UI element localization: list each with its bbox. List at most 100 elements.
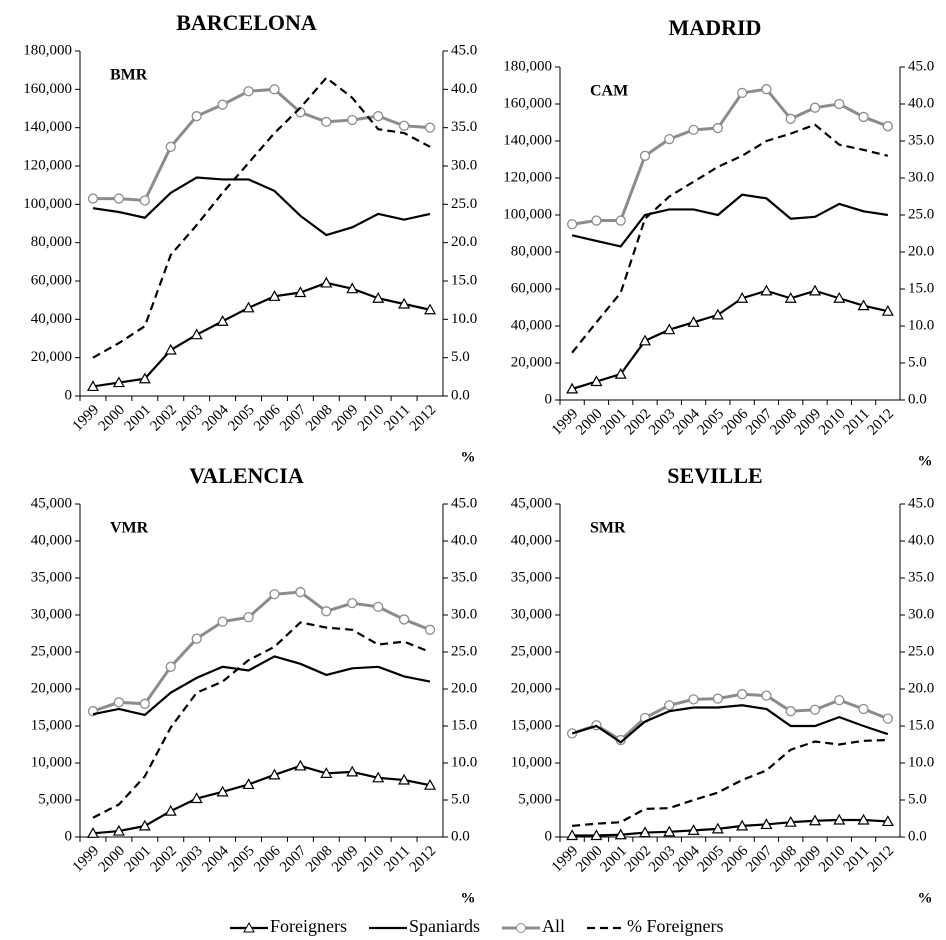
y2-tick-label: 5.0 bbox=[908, 791, 927, 807]
point-marker bbox=[834, 694, 845, 706]
y2-tick-label: 0.0 bbox=[451, 387, 470, 403]
y-tick-label: 15,000 bbox=[511, 717, 552, 733]
x-tick-label: 2009 bbox=[329, 402, 362, 435]
y-tick-label: 180,000 bbox=[503, 58, 552, 74]
x-tick-label: 2006 bbox=[719, 843, 752, 876]
x-tick-label: 2011 bbox=[381, 402, 413, 434]
point-marker bbox=[294, 759, 307, 771]
point-marker bbox=[712, 693, 724, 704]
x-tick-label: 2001 bbox=[597, 406, 630, 439]
y2-tick-label: 15.0 bbox=[451, 272, 477, 288]
y-tick-label: 35,000 bbox=[31, 569, 72, 585]
x-tick-label: 2010 bbox=[355, 402, 388, 435]
y2-tick-label: 25.0 bbox=[451, 643, 477, 659]
point-marker bbox=[321, 116, 332, 128]
y2-tick-label: 10.0 bbox=[908, 754, 934, 770]
point-marker bbox=[424, 122, 436, 133]
x-tick-label: 2000 bbox=[96, 843, 129, 876]
series-line bbox=[571, 123, 889, 354]
legend-label: All bbox=[542, 916, 565, 936]
x-tick-label: 2007 bbox=[743, 406, 776, 439]
point-marker bbox=[113, 697, 125, 708]
y2-tick-label: 20.0 bbox=[451, 234, 477, 250]
point-marker bbox=[785, 706, 796, 717]
legend-label: % Foreigners bbox=[627, 916, 723, 936]
point-marker bbox=[736, 292, 749, 303]
x-tick-label: 1999 bbox=[70, 843, 103, 876]
point-marker bbox=[857, 299, 870, 311]
x-tick-label: 2003 bbox=[646, 843, 679, 876]
point-marker bbox=[711, 822, 724, 834]
point-marker bbox=[687, 824, 700, 835]
point-marker bbox=[320, 276, 333, 288]
y-tick-label: 40,000 bbox=[31, 532, 72, 548]
x-tick-label: 1999 bbox=[70, 402, 103, 435]
point-marker bbox=[242, 778, 255, 790]
x-tick-label: 2010 bbox=[816, 843, 849, 876]
y2-tick-label: 10.0 bbox=[908, 317, 934, 333]
chart-title: SEVILLE bbox=[667, 463, 762, 488]
series-line bbox=[572, 738, 888, 827]
y-tick-label: 30,000 bbox=[31, 606, 72, 622]
x-tick-label: 2006 bbox=[251, 402, 284, 435]
x-tick-label: 2005 bbox=[695, 843, 728, 876]
x-tick-label: 2005 bbox=[695, 406, 728, 439]
series-line bbox=[572, 818, 888, 837]
y-tick-label: 60,000 bbox=[31, 272, 72, 288]
panel-label: VMR bbox=[110, 520, 149, 537]
x-tick-label: 2006 bbox=[251, 843, 284, 876]
y2-tick-label: 45.0 bbox=[451, 495, 477, 511]
y2-tick-label: 15.0 bbox=[908, 280, 934, 296]
y2-tick-label: 0.0 bbox=[908, 828, 927, 844]
point-marker bbox=[242, 301, 255, 313]
point-marker bbox=[881, 304, 894, 316]
y2-tick-label: 0.0 bbox=[451, 828, 470, 844]
point-marker bbox=[372, 771, 385, 783]
chart-title: VALENCIA bbox=[189, 463, 304, 488]
point-marker bbox=[216, 785, 229, 797]
point-marker bbox=[736, 87, 748, 99]
point-marker bbox=[687, 316, 700, 327]
y-tick-label: 120,000 bbox=[503, 169, 552, 185]
point-marker bbox=[269, 84, 280, 95]
x-tick-label: 2006 bbox=[719, 406, 752, 439]
y-tick-label: 35,000 bbox=[511, 569, 552, 585]
panel-label: SMR bbox=[590, 520, 626, 537]
panel-label: CAM bbox=[590, 83, 628, 100]
x-tick-label: 2000 bbox=[96, 402, 129, 435]
y-tick-label: 40,000 bbox=[31, 311, 72, 327]
y2-tick-label: 35.0 bbox=[451, 119, 477, 135]
y-tick-label: 140,000 bbox=[503, 132, 552, 148]
point-marker bbox=[191, 633, 202, 644]
y-tick-label: 160,000 bbox=[23, 81, 72, 97]
point-marker bbox=[809, 704, 821, 715]
y2-tick-label: 15.0 bbox=[908, 717, 934, 733]
legend-marker bbox=[243, 921, 255, 933]
point-marker bbox=[858, 703, 869, 715]
x-tick-label: 2000 bbox=[573, 406, 606, 439]
point-marker bbox=[398, 120, 410, 131]
point-marker bbox=[87, 193, 99, 204]
point-marker bbox=[268, 768, 281, 780]
x-tick-label: 2002 bbox=[622, 406, 655, 439]
x-tick-label: 2005 bbox=[225, 843, 258, 876]
y-tick-label: 0 bbox=[545, 828, 553, 844]
x-tick-label: 2008 bbox=[767, 406, 800, 439]
x-tick-label: 2001 bbox=[597, 843, 630, 876]
point-marker bbox=[373, 111, 384, 122]
x-tick-label: 2012 bbox=[407, 843, 440, 876]
point-marker bbox=[590, 375, 603, 387]
point-marker bbox=[112, 376, 125, 388]
point-marker bbox=[760, 818, 773, 830]
x-tick-label: 1999 bbox=[549, 843, 582, 876]
point-marker bbox=[243, 612, 254, 623]
y2-tick-label: 10.0 bbox=[451, 754, 477, 770]
x-tick-label: 2004 bbox=[670, 843, 703, 876]
x-tick-label: 2003 bbox=[173, 402, 206, 435]
y-tick-label: 10,000 bbox=[511, 754, 552, 770]
y2-tick-label: 25.0 bbox=[451, 196, 477, 212]
y2-tick-label: 30.0 bbox=[451, 606, 477, 622]
point-marker bbox=[808, 284, 822, 296]
y-tick-label: 80,000 bbox=[511, 243, 552, 259]
series-line bbox=[92, 176, 431, 237]
